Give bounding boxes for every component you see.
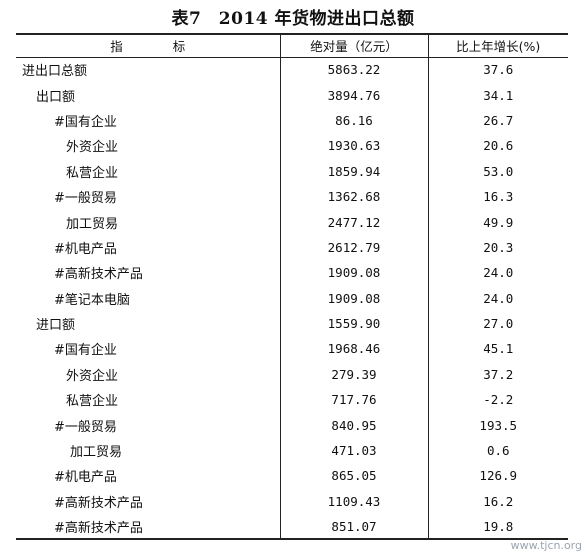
row-label: #笔记本电脑 bbox=[54, 292, 130, 308]
table-row: #国有企业 86.16 26.7 bbox=[16, 107, 568, 134]
row-value: 1859.94 bbox=[279, 158, 428, 184]
table-row: 加工贸易 471.03 0.6 bbox=[16, 437, 568, 464]
row-growth: 126.9 bbox=[427, 463, 568, 489]
table-row: #机电产品 865.05 126.9 bbox=[16, 463, 568, 489]
row-growth: 26.7 bbox=[427, 107, 568, 134]
table-row: #一般贸易 840.95 193.5 bbox=[16, 412, 568, 438]
table-row: #机电产品 2612.79 20.3 bbox=[16, 234, 568, 261]
row-label: 进口额 bbox=[36, 318, 76, 334]
row-growth: 37.6 bbox=[427, 57, 568, 83]
row-value: 471.03 bbox=[279, 437, 428, 464]
row-value: 1909.08 bbox=[279, 260, 428, 286]
table-row: 私营企业 1859.94 53.0 bbox=[16, 158, 568, 184]
row-value: 5863.22 bbox=[279, 57, 428, 83]
row-growth: 53.0 bbox=[427, 158, 568, 184]
header-absolute-value: 绝对量（亿元） bbox=[279, 33, 428, 58]
row-growth: 34.1 bbox=[427, 82, 568, 108]
row-growth: 49.9 bbox=[427, 209, 568, 235]
row-label: 加工贸易 bbox=[66, 216, 119, 232]
row-label: #国有企业 bbox=[54, 343, 117, 359]
row-value: 1559.90 bbox=[279, 310, 428, 337]
row-label: 进出口总额 bbox=[22, 64, 88, 80]
row-growth: 20.6 bbox=[427, 133, 568, 159]
row-value: 1968.46 bbox=[279, 336, 428, 362]
row-growth: 19.8 bbox=[427, 514, 568, 541]
table-row: 进口额 1559.90 27.0 bbox=[16, 310, 568, 337]
row-value: 2612.79 bbox=[279, 234, 428, 261]
row-value: 851.07 bbox=[279, 514, 428, 541]
row-label: 私营企业 bbox=[66, 165, 119, 181]
row-value: 3894.76 bbox=[279, 82, 428, 108]
row-label: #国有企业 bbox=[54, 114, 117, 130]
row-growth: 0.6 bbox=[427, 437, 568, 464]
table-row: #高新技术产品 851.07 19.8 bbox=[16, 514, 568, 541]
row-growth: 37.2 bbox=[427, 361, 568, 388]
table-row: #高新技术产品 1909.08 24.0 bbox=[16, 260, 568, 286]
trade-table: 指 标 绝对量（亿元） 比上年增长(%) 进出口总额 5863.22 37.6 出口… bbox=[16, 33, 568, 541]
row-label: #高新技术产品 bbox=[54, 267, 143, 283]
row-value: 1909.08 bbox=[279, 285, 428, 311]
row-value: 279.39 bbox=[279, 361, 428, 388]
header-indicator: 指 标 bbox=[16, 33, 280, 58]
row-value: 2477.12 bbox=[279, 209, 428, 235]
watermark: www.tjcn.org bbox=[510, 539, 582, 552]
row-label: #一般贸易 bbox=[54, 191, 117, 207]
row-growth: -2.2 bbox=[427, 387, 568, 413]
row-label: #机电产品 bbox=[54, 241, 117, 257]
row-label: 外资企业 bbox=[66, 140, 119, 156]
row-growth: 24.0 bbox=[427, 285, 568, 311]
row-label: 私营企业 bbox=[66, 394, 119, 410]
table-row: #国有企业 1968.46 45.1 bbox=[16, 336, 568, 362]
row-value: 865.05 bbox=[279, 463, 428, 489]
row-value: 840.95 bbox=[279, 412, 428, 438]
row-label: #高新技术产品 bbox=[16, 514, 280, 541]
row-label: 外资企业 bbox=[66, 368, 119, 384]
row-growth: 16.2 bbox=[427, 488, 568, 515]
row-value: 86.16 bbox=[279, 107, 428, 134]
row-growth: 193.5 bbox=[427, 412, 568, 438]
table-header-row: 指 标 绝对量（亿元） 比上年增长(%) bbox=[16, 33, 568, 58]
table-row: 外资企业 1930.63 20.6 bbox=[16, 133, 568, 159]
table-row: #高新技术产品 1109.43 16.2 bbox=[16, 488, 568, 515]
table-row: 出口额 3894.76 34.1 bbox=[16, 82, 568, 108]
row-label: #一般贸易 bbox=[54, 419, 117, 435]
table-row: 外资企业 279.39 37.2 bbox=[16, 361, 568, 388]
row-label: #高新技术产品 bbox=[54, 495, 143, 511]
row-label: 加工贸易 bbox=[70, 445, 123, 461]
row-value: 717.76 bbox=[279, 387, 428, 413]
row-growth: 27.0 bbox=[427, 310, 568, 337]
header-growth: 比上年增长(%) bbox=[427, 33, 568, 58]
row-value: 1362.68 bbox=[279, 183, 428, 210]
table-row: #笔记本电脑 1909.08 24.0 bbox=[16, 285, 568, 311]
row-label: #机电产品 bbox=[54, 470, 117, 486]
row-growth: 20.3 bbox=[427, 234, 568, 261]
row-value: 1930.63 bbox=[279, 133, 428, 159]
table-title: 表7 2014 年货物进出口总额 bbox=[171, 9, 415, 29]
row-label: 出口额 bbox=[36, 89, 76, 105]
table-row: #一般贸易 1362.68 16.3 bbox=[16, 183, 568, 210]
row-growth: 45.1 bbox=[427, 336, 568, 362]
row-value: 1109.43 bbox=[279, 488, 428, 515]
table-row: 私营企业 717.76 -2.2 bbox=[16, 387, 568, 413]
row-growth: 16.3 bbox=[427, 183, 568, 210]
row-growth: 24.0 bbox=[427, 260, 568, 286]
table-row: 进出口总额 5863.22 37.6 bbox=[16, 57, 568, 83]
table-row: 加工贸易 2477.12 49.9 bbox=[16, 209, 568, 235]
